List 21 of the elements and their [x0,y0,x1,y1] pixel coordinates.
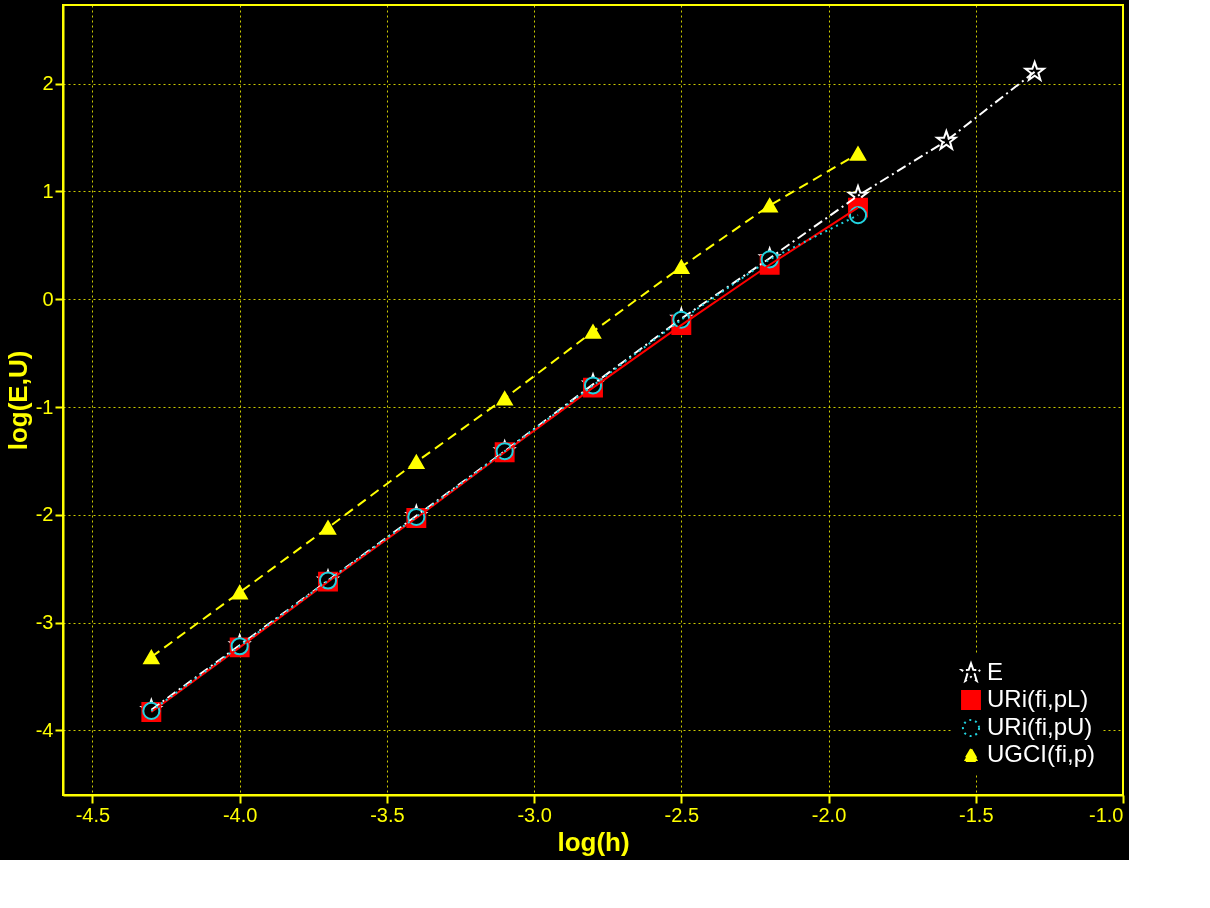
legend-label: URi(fi,pU) [987,713,1093,740]
legend-label: UGCI(fi,p) [987,740,1095,767]
x-tick-label: -1.5 [959,803,994,826]
y-tick-label: -2 [35,503,54,526]
y-tick-label: 0 [42,287,54,310]
x-tick-label: -4.5 [75,803,111,826]
x-axis-title: log(h) [557,826,630,857]
x-tick-label: -2.0 [811,803,847,826]
x-tick-label: -1.0 [1089,803,1124,826]
y-tick-label: 1 [42,179,54,202]
y-tick-label: -4 [35,718,54,741]
x-tick-label: -2.5 [664,803,700,826]
y-axis-title: log(E,U) [2,350,33,451]
y-tick-label: 2 [42,72,54,95]
y-tick-label: -3 [35,611,54,634]
y-tick-label: -1 [35,395,54,418]
x-tick-label: -3.5 [370,803,405,826]
legend-label: URi(fi,pL) [987,685,1089,712]
x-tick-label: -4.0 [222,803,258,826]
x-tick-label: -3.0 [517,803,552,826]
legend-label: E [987,658,1004,685]
